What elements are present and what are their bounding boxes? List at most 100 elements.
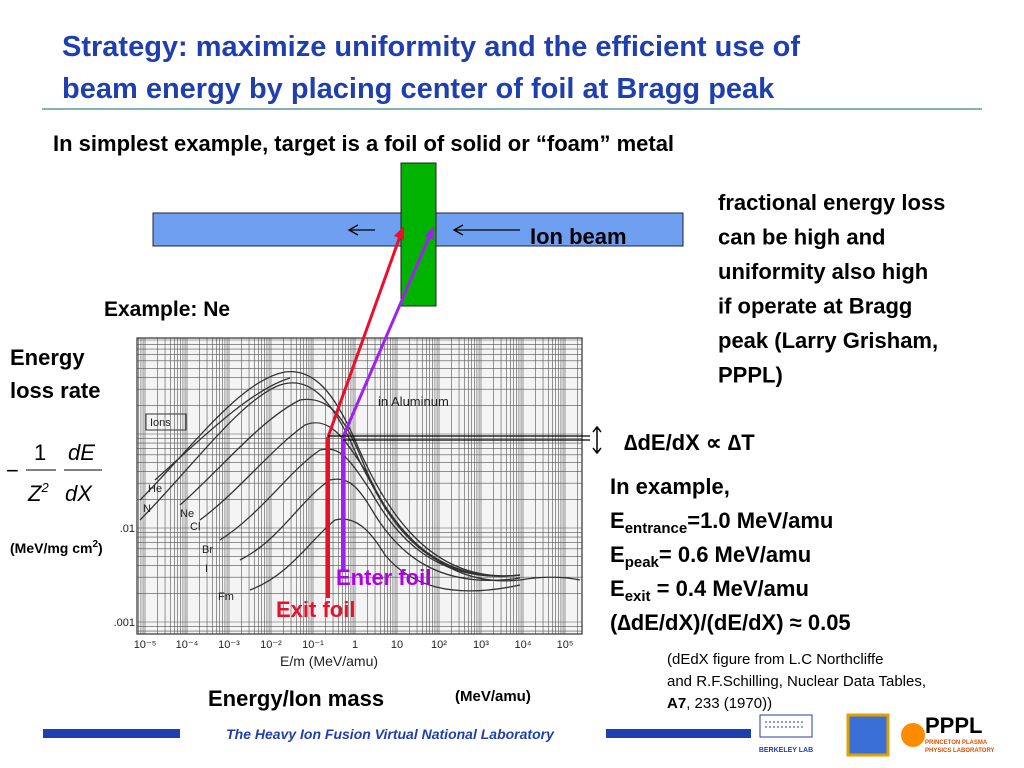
energy-value: = 0.4 MeV/amu: [651, 576, 809, 601]
units-sup: 2: [92, 539, 98, 550]
subtitle: In simplest example, target is a foil of…: [53, 131, 674, 156]
x-units: (MeV/amu): [455, 688, 531, 705]
x-tick-label: 10⁻⁵: [134, 639, 157, 651]
energy-line: Epeak= 0.6 MeV/amu: [610, 542, 811, 571]
enter-foil-label: Enter foil: [336, 565, 431, 590]
footer-bar: [606, 729, 751, 738]
y-tick-label: .01: [120, 523, 135, 535]
y-tick-label: .001: [114, 617, 135, 629]
ion-label: Cl: [190, 521, 200, 533]
example-label: Example: Ne: [104, 298, 230, 321]
pppl-sub: PHYSICS LABORATORY: [925, 748, 995, 754]
exit-ray: [326, 227, 405, 438]
ion-label: Fm: [218, 591, 234, 603]
ratio: (∆dE/dX)/(dE/dX) ≈ 0.05: [610, 610, 851, 635]
energy-value: = 0.6 MeV/amu: [659, 542, 811, 567]
beam-label: Ion beam: [530, 224, 627, 249]
x-tick-label: 1: [352, 639, 358, 651]
title-line: beam energy by placing center of foil at…: [62, 73, 775, 105]
formula-den: Z2: [27, 480, 49, 506]
citation-end: , 233 (1970)): [686, 695, 772, 712]
formula-de: dE: [68, 440, 95, 465]
x-tick-label: 10³: [473, 639, 489, 651]
formula-den-exp: 2: [40, 480, 49, 495]
note: fractional energy loss can be high and uni…: [718, 190, 945, 388]
footer-bar: [43, 729, 180, 738]
formula-num: 1: [34, 440, 46, 465]
energy-line: Eentrance=1.0 MeV/amu: [610, 508, 833, 537]
arrowhead: [425, 226, 434, 240]
citation: and R.F.Schilling, Nuclear Data Tables,: [667, 673, 926, 690]
plot-frame: [136, 337, 583, 635]
title-line: Strategy: maximize uniformity and the ef…: [62, 31, 800, 63]
energy-symbol: E: [610, 508, 625, 533]
energy-sub: entrance: [625, 520, 688, 537]
logo-box: [759, 714, 813, 738]
note-line: peak (Larry Grisham,: [718, 328, 938, 353]
pppl-sub: PRINCETON PLASMA: [925, 740, 988, 746]
example-intro: In example,: [610, 474, 730, 499]
units: (MeV/mg cm2): [10, 539, 103, 556]
formula-minus: −: [6, 458, 19, 483]
x-tick-label: 10⁻²: [260, 639, 282, 651]
x-tick-label: 10⁻³: [218, 639, 240, 651]
x-tick-label: 10⁵: [557, 639, 574, 651]
x-label: Energy/Ion mass: [208, 686, 384, 711]
note-line: if operate at Bragg: [718, 294, 912, 319]
legend-box: [145, 413, 187, 431]
arrowhead: [394, 226, 404, 240]
citation-vol: A7: [667, 695, 686, 712]
plot-medium: in Aluminum: [378, 394, 449, 409]
x-tick-label: 10⁻¹: [302, 639, 324, 651]
pppl-sun: [901, 723, 925, 747]
x-tick-label: 10: [391, 639, 403, 651]
ion-label: Ne: [180, 508, 194, 520]
plot-grid: [137, 338, 582, 634]
note-line: PPPL): [718, 363, 783, 388]
plot-area: [137, 338, 582, 634]
energy-symbol: E: [610, 542, 625, 567]
y-label: loss rate: [10, 378, 101, 403]
enter-ray: [341, 227, 435, 438]
legend-title: Ions: [150, 417, 171, 429]
note-line: fractional energy loss: [718, 190, 945, 215]
footer-lab: The Heavy Ion Fusion Virtual National La…: [226, 726, 555, 742]
energy-line: Eexit = 0.4 MeV/amu: [610, 576, 809, 605]
energy-symbol: E: [610, 576, 625, 601]
formula-dx: dX: [65, 481, 93, 506]
ion-label: I: [205, 563, 208, 575]
energy-sub: peak: [625, 554, 660, 571]
y-label: Energy: [10, 345, 85, 370]
berkeley-label: BERKELEY LAB: [759, 747, 813, 754]
energy-sub: exit: [625, 588, 651, 605]
logo-mark: [765, 721, 805, 728]
citation: A7, 233 (1970)): [667, 695, 772, 712]
stopping-curves: [139, 371, 581, 592]
beam-arrows: [347, 224, 520, 236]
units-end: ): [98, 540, 103, 556]
berkeley-logo: BERKELEY LAB: [759, 714, 813, 754]
llnl-logo: [846, 713, 890, 757]
formula-den-base: Z: [27, 481, 43, 506]
formula: − 1 Z2 dE dX: [6, 440, 102, 506]
ion-label: He: [148, 483, 162, 495]
relation: ∆dE/dX ∝ ∆T: [624, 430, 755, 455]
tick-labels: 10⁻⁵ 10⁻⁴ 10⁻³ 10⁻² 10⁻¹ 1 10 10² 10³ 10⁴ 10⁵ .01 .0…: [114, 523, 574, 651]
x-tick-label: 10⁻⁴: [176, 639, 199, 651]
x-tick-label: 10²: [431, 639, 447, 651]
ion-label: Br: [202, 544, 213, 556]
x-tick-label: 10⁴: [515, 639, 532, 651]
energy-value: =1.0 MeV/amu: [687, 508, 833, 533]
note-line: uniformity also high: [718, 259, 928, 284]
exit-foil-label: Exit foil: [276, 597, 355, 622]
pppl-label: PPPL: [925, 713, 982, 738]
plot-axis-label: E/m (MeV/amu): [280, 653, 378, 669]
ion-label: N: [143, 503, 151, 515]
delta-arrow: [592, 425, 602, 455]
citation: (dEdX figure from L.C Northcliffe: [667, 651, 883, 668]
note-line: can be high and: [718, 225, 885, 250]
